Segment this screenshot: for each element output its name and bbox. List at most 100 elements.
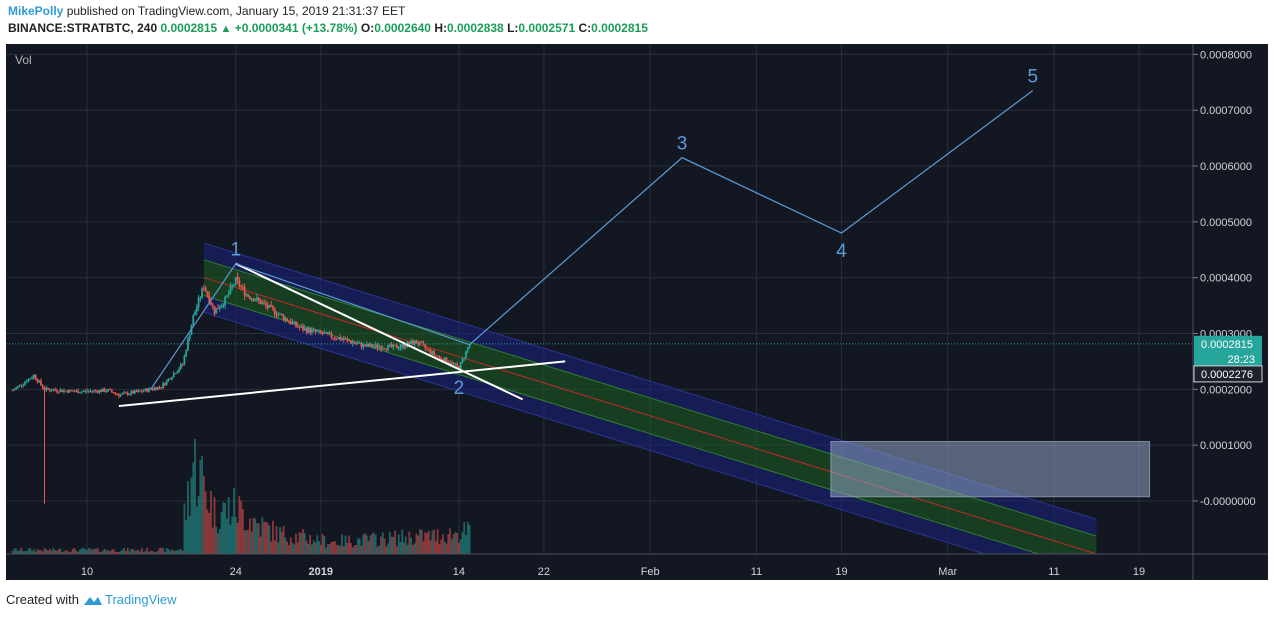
candle-body (272, 306, 274, 309)
volume-bar (250, 531, 253, 554)
volume-bar (18, 549, 21, 554)
candle-body (36, 379, 39, 382)
volume-bar (295, 533, 297, 554)
candle-body (59, 389, 62, 393)
candle-body (459, 362, 462, 371)
volume-bar (11, 551, 14, 554)
trendline-2[interactable] (235, 262, 524, 401)
candle-body (369, 344, 372, 347)
volume-bar (89, 548, 92, 554)
author-name[interactable]: MikePolly (8, 4, 64, 18)
candle-body (202, 288, 205, 290)
candle-body (27, 378, 30, 382)
volume-bar (139, 551, 142, 554)
volume-bar (326, 544, 329, 554)
volume-bar (364, 533, 366, 554)
candle-body (110, 389, 113, 392)
volume-bar (296, 542, 299, 554)
candle-body (388, 344, 391, 346)
volume-bar (217, 533, 219, 554)
volume-bar (341, 534, 343, 554)
price-badge-last (1194, 335, 1262, 352)
volume-bar (133, 550, 136, 554)
volume-bar (458, 542, 460, 554)
candle-body (96, 390, 99, 393)
volume-bar (229, 524, 232, 554)
tradingview-link[interactable]: TradingView (104, 592, 177, 607)
candle-body (410, 341, 413, 345)
candle-body (181, 364, 184, 366)
volume-bar (321, 534, 324, 554)
candle-body (164, 383, 166, 385)
candle-body (431, 351, 434, 354)
volume-bar (156, 550, 159, 554)
candle-body (424, 344, 427, 349)
candle-body (80, 391, 83, 393)
x-tick-label: Mar (938, 566, 957, 578)
candle-body (86, 390, 88, 392)
volume-bar (123, 547, 126, 554)
symbol-info: BINANCE:STRATBTC, 240 0.0002815 ▲ +0.000… (8, 21, 648, 35)
tradingview-logo-icon (83, 596, 102, 605)
volume-bar (208, 512, 211, 554)
volume-bar (146, 547, 149, 554)
volume-bar (380, 536, 382, 554)
candle-body (199, 297, 202, 299)
volume-bar (385, 546, 388, 554)
y-tick-label: 0.0007000 (1200, 105, 1252, 117)
elliott-wave-path[interactable] (150, 90, 1034, 390)
candle-body (75, 390, 78, 392)
published-text: published on TradingView.com, January 15… (66, 4, 406, 18)
candle-body (452, 362, 455, 365)
candle-body (87, 391, 90, 392)
publish-info: MikePolly published on TradingView.com, … (8, 4, 405, 18)
volume-bar (47, 550, 49, 554)
volume-bar (197, 495, 200, 554)
candle-body (280, 313, 283, 316)
volume-bar (114, 551, 117, 554)
volume-bar (107, 550, 110, 554)
volume-bar (303, 533, 306, 554)
candle-body (314, 329, 317, 332)
candle-body (197, 298, 200, 307)
candle-body (355, 343, 358, 345)
channel-line-bottom[interactable] (203, 311, 1097, 580)
volume-bar (266, 522, 269, 554)
candle-body (123, 392, 126, 394)
volume-bar (148, 551, 150, 554)
candle-body (151, 389, 154, 390)
volume-bar (220, 511, 223, 554)
candle-body (43, 387, 46, 391)
candle-body (185, 350, 188, 356)
candle-body (415, 340, 418, 344)
candle-body (40, 380, 42, 385)
volume-bar (249, 518, 251, 554)
volume-bar (25, 551, 28, 554)
volume-bar (273, 540, 276, 554)
trendline-1[interactable] (118, 360, 566, 408)
last-price: 0.0002815 (160, 21, 218, 35)
volume-bar (215, 526, 218, 554)
candle-body (374, 344, 377, 347)
candle-body (139, 390, 142, 392)
channel-median[interactable] (203, 277, 1097, 554)
candle-body (117, 394, 120, 397)
candle-body (268, 304, 271, 308)
volume-bar (240, 500, 242, 554)
volume-bar (298, 532, 301, 554)
volume-bar (337, 545, 340, 554)
volume-bar (117, 551, 120, 554)
candle-body (218, 307, 221, 309)
candle-body (89, 390, 92, 392)
price-chart[interactable]: 1 2 3 4 5 Vol 0.0008000 0.0007000 0.0006000 0.000… (6, 44, 1268, 580)
volume-bar (87, 548, 90, 554)
candle-body (146, 388, 149, 392)
volume-bar (171, 549, 173, 554)
target-box[interactable] (830, 441, 1151, 498)
candle-body (29, 378, 32, 380)
candle-body (234, 276, 237, 285)
volume-bar (41, 551, 44, 554)
volume-bar (233, 488, 235, 554)
candle-body (114, 393, 117, 395)
x-tick-label: 22 (538, 566, 550, 578)
